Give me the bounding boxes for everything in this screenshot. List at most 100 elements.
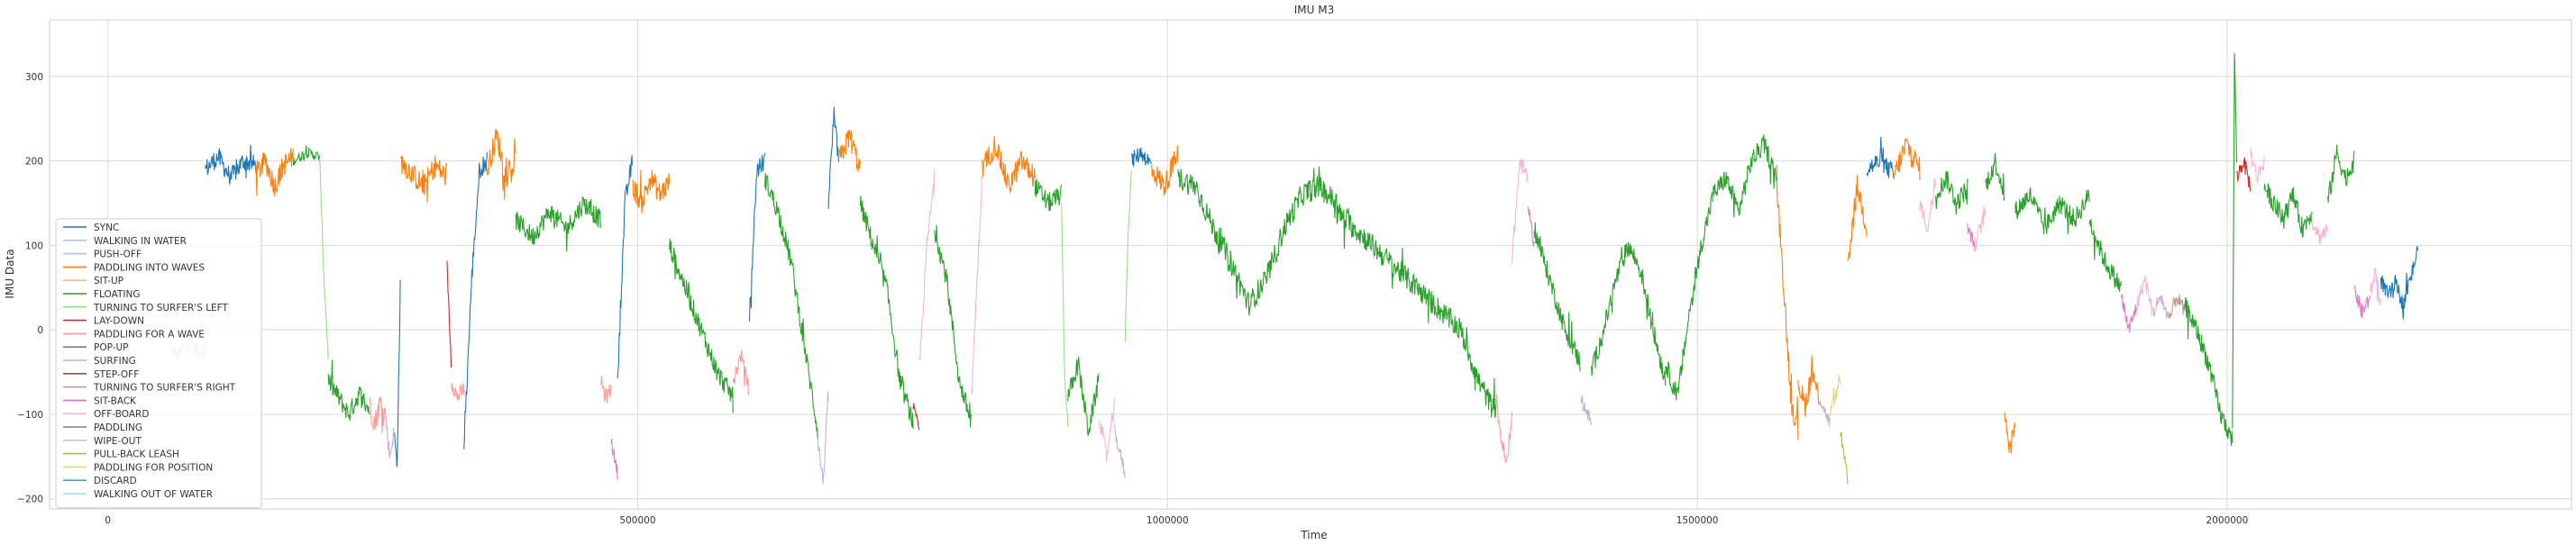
legend-entry: SIT-UP — [94, 276, 123, 286]
series-line-segment — [1840, 431, 1849, 485]
series-line-segment — [1336, 204, 1497, 418]
legend-box — [55, 218, 262, 509]
x-tick-label: 0 — [105, 515, 111, 526]
series-line-segment — [918, 169, 936, 361]
series-line-segment — [859, 195, 914, 430]
legend-entry: PUSH-OFF — [94, 250, 142, 260]
series-line-segment — [394, 279, 401, 468]
legend-entry: STEP-OFF — [94, 369, 139, 380]
series-line-segment — [2004, 412, 2016, 454]
series-line-segment — [1177, 166, 1338, 316]
series-line-segment — [2120, 294, 2138, 333]
series-line-segment — [1893, 138, 1921, 181]
series-line-segment — [1665, 191, 1714, 401]
series-line-segment — [912, 403, 920, 431]
legend-entry: LAY-DOWN — [94, 316, 144, 327]
series-line-segment — [669, 239, 734, 413]
legend-entry: FLOATING — [94, 289, 140, 300]
legend-entry: SYNC — [94, 223, 119, 233]
ticks-layer: 0 500000 1000000 1500000 2000000 −200 −100 0 100… — [17, 72, 2248, 526]
series-line-segment — [617, 155, 634, 379]
series-line-segment — [599, 376, 612, 404]
series-line-segment — [2168, 294, 2186, 320]
series-line-segment — [2014, 186, 2090, 234]
series-line-segment — [2232, 52, 2238, 429]
series-line-segment — [1067, 356, 1100, 436]
legend-entry: PULL-BACK LEASH — [94, 450, 179, 460]
series-line-segment — [1935, 170, 1969, 215]
x-tick-label: 2000000 — [2206, 515, 2249, 526]
series-line-segment — [385, 415, 395, 459]
series-line-segment — [2263, 183, 2313, 238]
series-line-segment — [1580, 395, 1593, 425]
legend-entry: PADDLING INTO WAVES — [94, 262, 205, 273]
series-line-segment — [934, 224, 973, 428]
series-line-segment — [1511, 158, 1529, 264]
series-line-segment — [982, 135, 1036, 194]
series-line-segment — [1776, 164, 1799, 441]
series-line-segment — [2184, 296, 2233, 447]
series-line-segment — [205, 144, 257, 185]
series-line-segment — [1967, 223, 1976, 252]
series-layer — [170, 52, 2419, 485]
series-line-segment — [2088, 219, 2122, 292]
legend-entry: DISCARD — [94, 476, 137, 486]
series-line-segment — [2327, 144, 2355, 203]
series-line-segment — [2311, 215, 2329, 244]
x-axis-label: Time — [1300, 529, 1327, 541]
series-line-segment — [1713, 134, 1777, 218]
y-tick-label: −100 — [17, 410, 43, 421]
series-line-segment — [748, 152, 766, 322]
legend-entry: PADDLING FOR POSITION — [94, 462, 213, 473]
legend: SYNC WALKING IN WATER PUSH-OFF PADDLING INT… — [55, 218, 262, 509]
legend-entry: WALKING IN WATER — [94, 236, 187, 247]
series-line-segment — [2136, 275, 2153, 316]
series-line-segment — [817, 391, 829, 485]
legend-entry: SIT-BACK — [94, 395, 137, 406]
x-tick-label: 1000000 — [1146, 515, 1189, 526]
series-line-segment — [1818, 401, 1831, 427]
series-line-segment — [1113, 424, 1126, 478]
series-line-segment — [1829, 373, 1841, 416]
series-line-segment — [486, 129, 516, 201]
series-line-segment — [2152, 295, 2170, 319]
x-tick-label: 500000 — [619, 515, 655, 526]
series-line-segment — [2380, 246, 2419, 320]
series-line-segment — [1985, 152, 2005, 201]
series-line-segment — [1974, 205, 1987, 250]
series-line-segment — [369, 396, 387, 434]
legend-entry: TURNING TO SURFER'S RIGHT — [93, 383, 236, 394]
series-line-segment — [255, 147, 294, 196]
legend-entry: PADDLING FOR A WAVE — [94, 329, 205, 340]
series-line-segment — [1151, 145, 1179, 196]
series-line-segment — [1034, 178, 1063, 212]
series-line-segment — [971, 174, 983, 395]
y-tick-label: 100 — [25, 241, 43, 251]
series-line-segment — [2370, 268, 2381, 306]
series-line-segment — [764, 173, 818, 440]
series-line-segment — [446, 260, 452, 368]
series-line-segment — [463, 152, 489, 450]
series-line-segment — [1527, 206, 1535, 247]
legend-entry: WALKING OUT OF WATER — [94, 489, 213, 500]
series-line-segment — [732, 350, 750, 395]
y-tick-label: −200 — [17, 495, 43, 505]
series-line-segment — [1495, 394, 1512, 463]
series-line-segment — [1124, 171, 1132, 342]
series-line-segment — [838, 129, 861, 172]
chart-title: IMU M3 — [1294, 4, 1334, 16]
plot-frame — [49, 19, 2572, 510]
legend-entry: PADDLING — [94, 422, 142, 433]
series-line-segment — [1130, 147, 1152, 168]
series-line-segment — [1098, 398, 1116, 463]
series-line-segment — [2235, 157, 2252, 192]
series-line-segment — [610, 439, 618, 481]
y-axis-label: IMU Data — [4, 249, 16, 298]
series-line-segment — [1061, 203, 1069, 428]
series-line-segment — [319, 157, 329, 359]
series-line-segment — [292, 145, 321, 166]
series-line-segment — [1866, 136, 1895, 178]
legend-entry: OFF-BOARD — [94, 409, 149, 420]
y-tick-label: 200 — [25, 157, 43, 168]
